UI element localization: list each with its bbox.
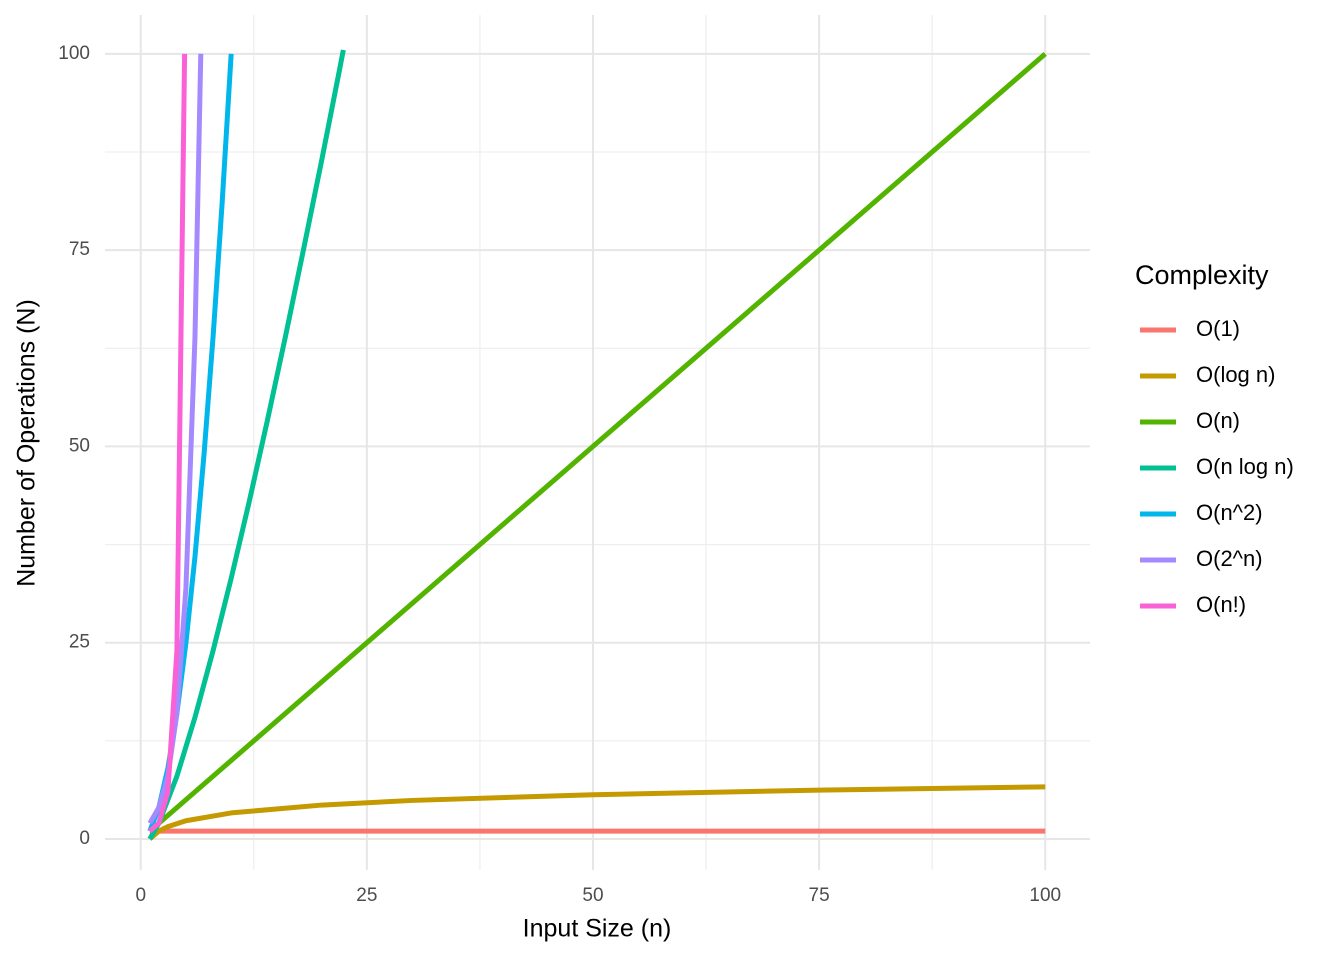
y-tick-label: 0	[79, 828, 90, 849]
y-axis-title: Number of Operations (N)	[13, 299, 41, 587]
line	[148, 784, 1046, 841]
y-tick-label: 100	[58, 43, 90, 64]
line	[148, 51, 1047, 834]
line	[148, 53, 188, 834]
legend-title: Complexity	[1135, 260, 1269, 290]
x-tick-label: 0	[135, 885, 146, 906]
legend-label: O(n!)	[1196, 592, 1246, 617]
y-tick-label: 75	[69, 239, 90, 260]
labels: 0 25 50 75 100 0 25 50 75 100	[58, 43, 1061, 906]
grid	[105, 15, 1090, 870]
legend: O(1) O(log n) O(n) O(n log n) O(n^2) O(2^n) O(…	[1140, 316, 1294, 617]
legend-label: O(1)	[1196, 316, 1240, 341]
legend-label: O(2^n)	[1196, 546, 1263, 571]
x-tick-label: 75	[809, 885, 830, 906]
y-tick-label: 25	[69, 632, 90, 653]
legend-label: O(log n)	[1196, 362, 1275, 387]
x-tick-label: 50	[582, 885, 603, 906]
y-tick-label: 50	[69, 435, 90, 456]
legend-label: O(n^2)	[1196, 500, 1263, 525]
legend-label: O(n)	[1196, 408, 1240, 433]
legend-label: O(n log n)	[1196, 454, 1294, 479]
x-tick-label: 100	[1029, 885, 1061, 906]
lines	[147, 49, 1047, 841]
x-axis-title: Input Size (n)	[523, 915, 672, 943]
x-tick-label: 25	[356, 885, 377, 906]
line	[147, 53, 204, 825]
line	[147, 49, 346, 841]
